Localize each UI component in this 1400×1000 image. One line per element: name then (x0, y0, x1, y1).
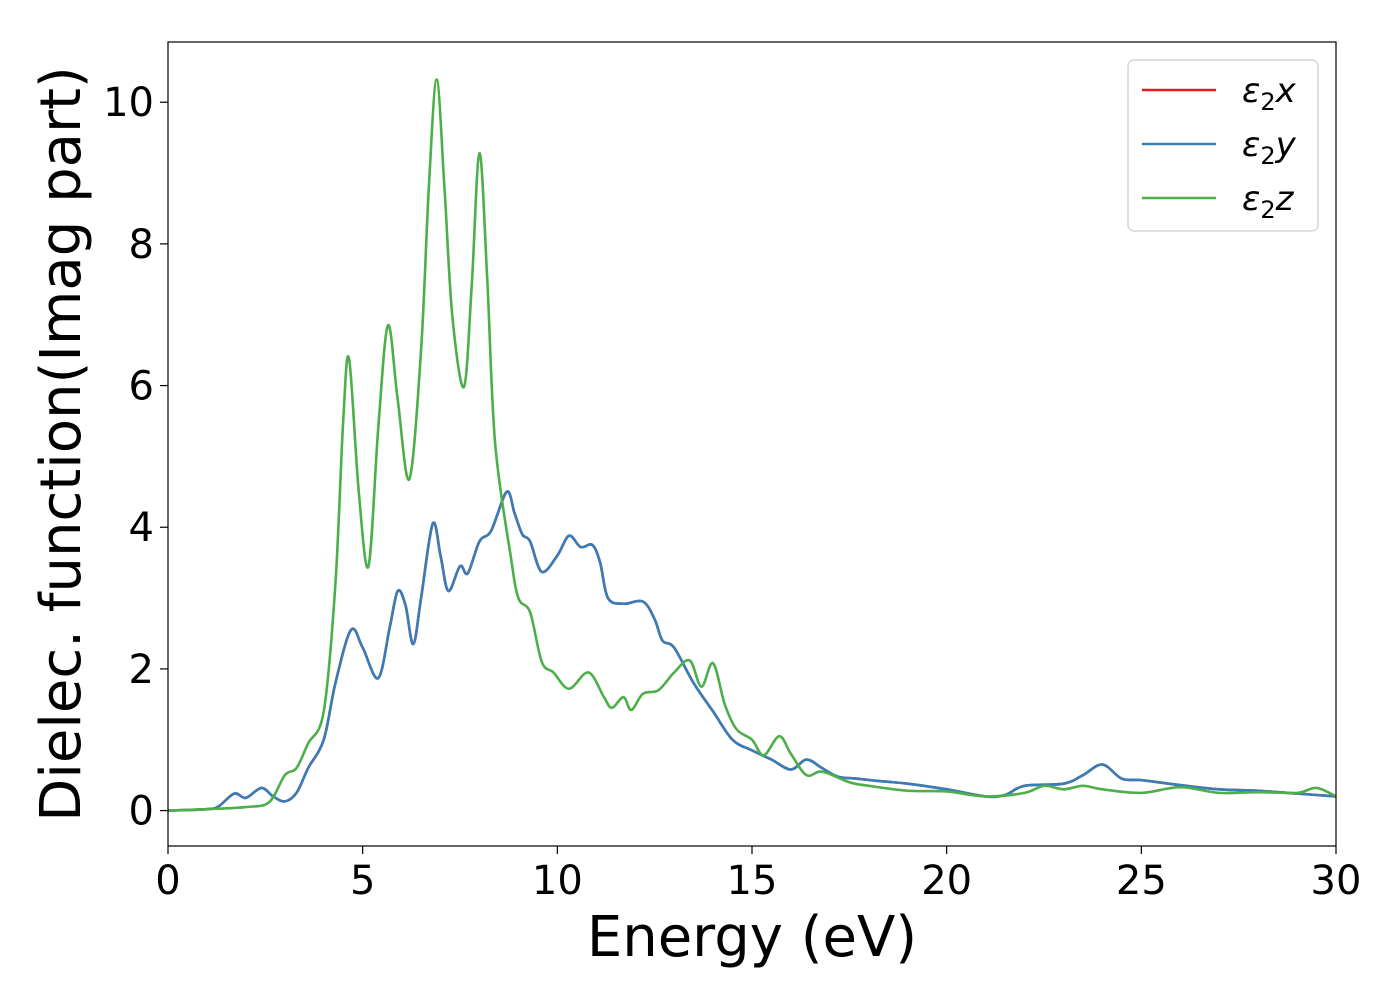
series-line-ε2y (168, 490, 1336, 812)
x-tick-label: 20 (921, 858, 972, 904)
y-tick-label: 10 (103, 80, 154, 126)
y-tick-label: 4 (129, 505, 154, 551)
x-tick-label: 25 (1116, 858, 1167, 904)
legend: ε2x ε2y ε2z (1127, 59, 1319, 232)
y-tick-label: 6 (129, 364, 154, 410)
x-axis: 0 5 10 15 20 25 30 (155, 846, 1361, 904)
series-line-ε2z (168, 78, 1336, 812)
y-axis-title: Dielec. function(Imag part) (29, 66, 94, 822)
x-axis-title: Energy (eV) (587, 905, 917, 970)
y-tick-label: 2 (129, 647, 154, 693)
legend-label: ε2x (1242, 71, 1297, 116)
x-tick-label: 10 (532, 858, 583, 904)
legend-label: ε2z (1242, 179, 1295, 224)
y-axis: 0 2 4 6 8 10 (103, 80, 168, 835)
x-tick-label: 0 (155, 858, 180, 904)
legend-box (1127, 59, 1319, 232)
y-tick-label: 8 (129, 222, 154, 268)
x-tick-label: 5 (350, 858, 375, 904)
y-tick-label: 0 (129, 789, 154, 835)
plot-lines (168, 78, 1336, 812)
x-tick-label: 15 (727, 858, 778, 904)
x-tick-label: 30 (1311, 858, 1362, 904)
legend-label: ε2y (1242, 125, 1297, 170)
